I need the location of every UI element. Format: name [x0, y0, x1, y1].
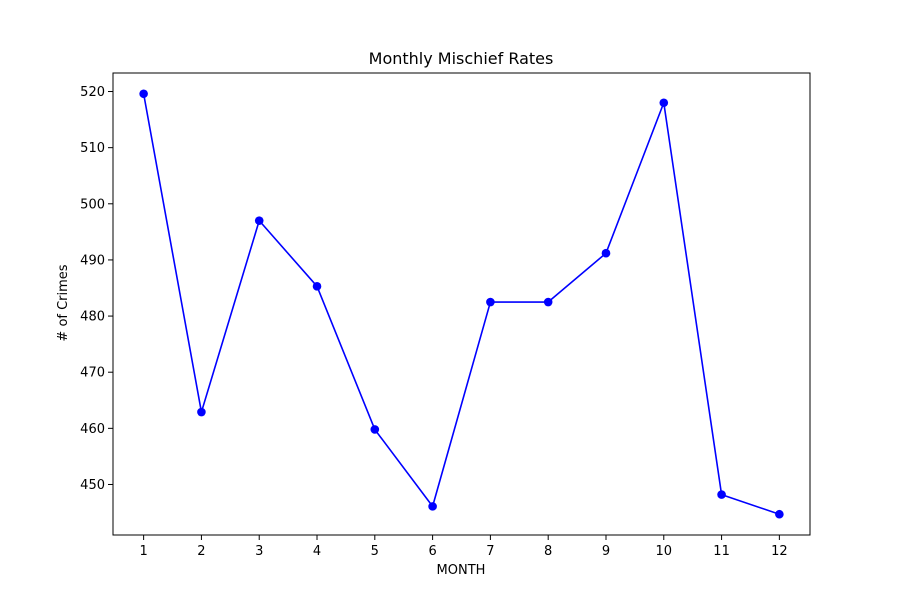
y-tick-label: 500 [80, 197, 105, 212]
data-point [659, 98, 669, 108]
y-tick-label: 510 [80, 141, 105, 156]
data-point [601, 248, 611, 258]
data-point [717, 490, 726, 499]
x-tick-label: 12 [771, 544, 788, 559]
series-line [142, 93, 780, 515]
y-tick-label: 470 [80, 366, 105, 381]
data-point [254, 216, 264, 225]
x-tick-label: 1 [139, 544, 147, 559]
x-axis-label: MONTH [437, 563, 486, 578]
x-tick-label: 6 [428, 544, 436, 559]
data-point [370, 425, 380, 434]
data-point [543, 297, 553, 307]
y-tick-label: 450 [80, 478, 105, 493]
y-tick-label: 520 [80, 85, 105, 100]
y-tick-label: 460 [80, 422, 105, 437]
data-point [312, 282, 322, 291]
data-point [197, 407, 206, 417]
x-tick-label: 8 [544, 544, 552, 559]
data-point [775, 509, 784, 519]
x-tick-label: 5 [371, 544, 379, 559]
data-point [139, 89, 148, 99]
x-tick-label: 10 [656, 544, 673, 559]
x-tick-label: 9 [602, 544, 610, 559]
y-tick-label: 480 [80, 310, 105, 325]
data-point [486, 297, 495, 307]
y-axis-label: # of Crimes [56, 264, 71, 341]
x-tick-label: 3 [255, 544, 263, 559]
x-tick-label: 4 [313, 544, 321, 559]
data-point [428, 502, 437, 511]
x-tick-label: 2 [197, 544, 205, 559]
x-tick-label: 11 [713, 544, 730, 559]
x-tick-label: 7 [486, 544, 494, 559]
y-tick-label: 490 [80, 253, 105, 268]
chart-title: Monthly Mischief Rates [369, 49, 554, 68]
plot-frame [112, 72, 811, 536]
